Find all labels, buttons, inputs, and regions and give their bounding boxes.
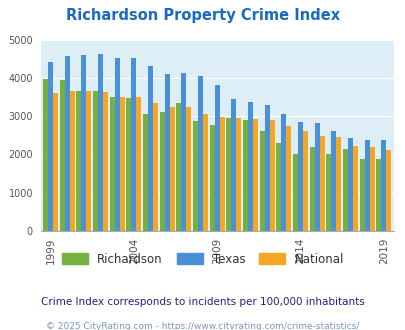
Bar (359, 159, 364, 231)
Legend: Richardson, Texas, National: Richardson, Texas, National (57, 248, 348, 270)
Bar (148, 66, 153, 231)
Bar (131, 58, 136, 231)
Bar (192, 121, 198, 231)
Bar (330, 131, 335, 231)
Bar (286, 126, 291, 231)
Bar (176, 103, 181, 231)
Text: © 2025 CityRating.com - https://www.cityrating.com/crime-statistics/: © 2025 CityRating.com - https://www.city… (46, 322, 359, 330)
Bar (292, 154, 297, 231)
Bar (375, 159, 380, 231)
Bar (60, 80, 65, 231)
Bar (98, 54, 103, 231)
Bar (276, 143, 281, 231)
Bar (380, 140, 386, 231)
Bar (136, 97, 141, 231)
Bar (269, 120, 274, 231)
Bar (231, 99, 236, 231)
Bar (86, 90, 91, 231)
Bar (53, 93, 58, 231)
Bar (352, 146, 357, 231)
Bar (369, 147, 374, 231)
Bar (48, 62, 53, 231)
Bar (309, 147, 314, 231)
Bar (115, 58, 119, 231)
Bar (119, 97, 124, 231)
Text: Crime Index corresponds to incidents per 100,000 inhabitants: Crime Index corresponds to incidents per… (41, 297, 364, 307)
Bar (364, 140, 369, 231)
Bar (219, 117, 224, 231)
Bar (153, 103, 158, 231)
Bar (252, 119, 258, 231)
Bar (181, 73, 186, 231)
Bar (198, 76, 202, 231)
Bar (43, 79, 48, 231)
Bar (103, 92, 108, 231)
Bar (81, 54, 86, 231)
Bar (319, 136, 324, 231)
Bar (209, 125, 214, 231)
Bar (65, 56, 70, 231)
Bar (214, 85, 219, 231)
Bar (297, 122, 302, 231)
Bar (143, 114, 148, 231)
Bar (186, 107, 191, 231)
Bar (386, 150, 390, 231)
Bar (109, 97, 115, 231)
Bar (243, 120, 247, 231)
Bar (259, 131, 264, 231)
Bar (302, 131, 307, 231)
Bar (76, 90, 81, 231)
Bar (93, 91, 98, 231)
Bar (159, 112, 164, 231)
Bar (236, 118, 241, 231)
Bar (169, 107, 174, 231)
Bar (342, 149, 347, 231)
Bar (226, 118, 231, 231)
Bar (264, 106, 269, 231)
Text: Richardson Property Crime Index: Richardson Property Crime Index (66, 8, 339, 23)
Bar (126, 98, 131, 231)
Bar (164, 74, 169, 231)
Bar (314, 123, 319, 231)
Bar (335, 137, 341, 231)
Bar (202, 114, 207, 231)
Bar (70, 91, 75, 231)
Bar (281, 114, 286, 231)
Bar (326, 154, 330, 231)
Bar (347, 138, 352, 231)
Bar (247, 102, 252, 231)
